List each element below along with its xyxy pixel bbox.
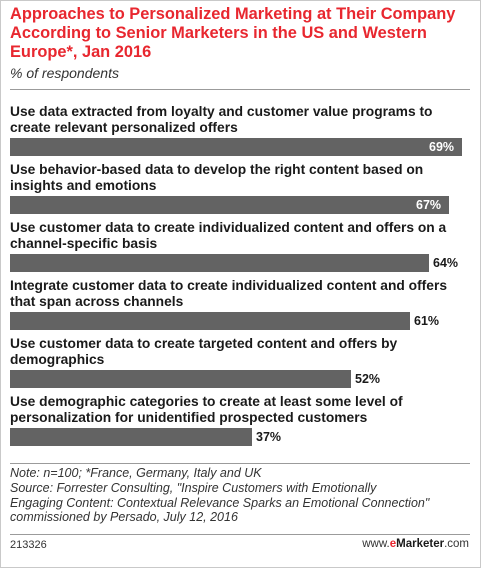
top-divider xyxy=(10,89,470,90)
footnote: Note: n=100; *France, Germany, Italy and… xyxy=(10,466,472,525)
category-label: Use demographic categories to create at … xyxy=(10,394,403,425)
bar-value-label: 67% xyxy=(416,198,442,212)
category-label: Use customer data to create targeted con… xyxy=(10,336,398,367)
bar xyxy=(10,312,410,330)
bar xyxy=(10,254,429,272)
chart-id: 213326 xyxy=(10,539,47,551)
category-label: Use behavior-based data to develop the r… xyxy=(10,162,424,193)
bar xyxy=(10,138,462,156)
footnote-note: Note: n=100; *France, Germany, Italy and… xyxy=(10,466,262,480)
brand-suffix: .com xyxy=(444,538,469,550)
brand-e: e xyxy=(389,538,397,550)
bar-value-label: 69% xyxy=(429,140,455,154)
bar-value-label: 52% xyxy=(355,372,381,386)
brand-name: Marketer xyxy=(396,538,445,550)
chart-title: Approaches to Personalized Marketing at … xyxy=(10,5,456,61)
chart-subtitle: % of respondents xyxy=(10,65,119,81)
bar-value-label: 64% xyxy=(433,256,459,270)
category-label: Integrate customer data to create indivi… xyxy=(10,278,447,309)
category-label: Use customer data to create individualiz… xyxy=(10,220,447,251)
category-label: Use data extracted from loyalty and cust… xyxy=(10,104,433,135)
brand-link[interactable]: www.eMarketer.com xyxy=(362,537,469,551)
bar-value-label: 37% xyxy=(256,430,282,444)
bar xyxy=(10,428,252,446)
bar-value-label: 61% xyxy=(414,314,440,328)
bottom-divider xyxy=(10,463,470,464)
bar xyxy=(10,196,449,214)
footnote-source-line-3: commissioned by Persado, July 12, 2016 xyxy=(10,510,238,525)
brand-prefix: www. xyxy=(362,538,390,550)
footnote-source-line-1: Source: Forrester Consulting, "Inspire C… xyxy=(10,480,377,495)
footer-divider xyxy=(10,534,470,535)
bar xyxy=(10,370,351,388)
footnote-source-line-2: Engaging Content: Contextual Relevance S… xyxy=(10,495,430,510)
